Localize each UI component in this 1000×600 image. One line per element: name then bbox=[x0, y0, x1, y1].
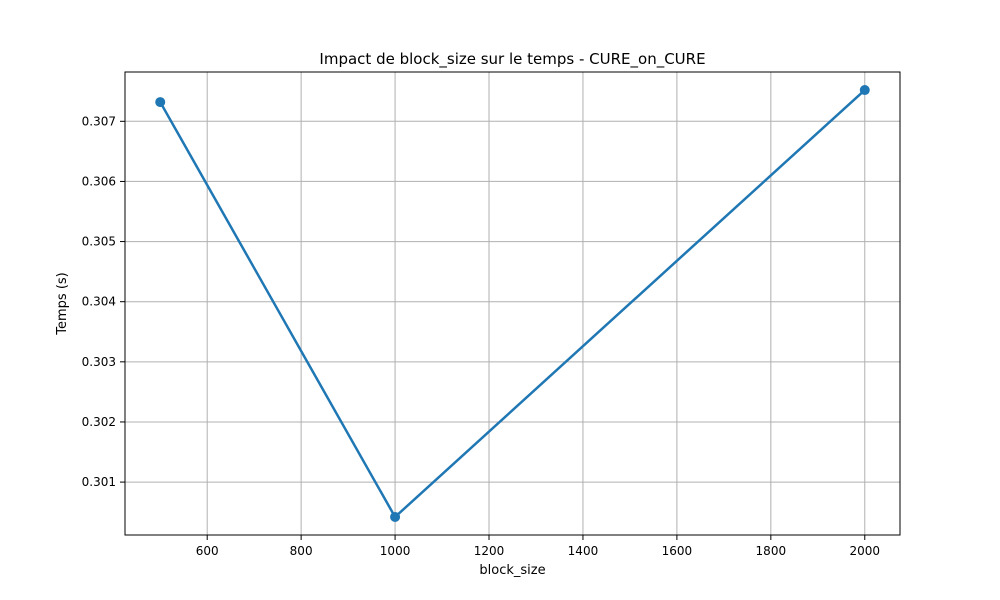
x-tick-label: 800 bbox=[290, 544, 313, 558]
y-tick-label: 0.306 bbox=[82, 174, 116, 188]
x-tick-label: 1400 bbox=[568, 544, 599, 558]
grid-lines bbox=[125, 72, 900, 535]
x-tick-label: 1800 bbox=[756, 544, 787, 558]
x-tick-label: 1200 bbox=[474, 544, 505, 558]
y-axis-label: Temps (s) bbox=[55, 272, 70, 335]
x-tick-label: 1600 bbox=[662, 544, 693, 558]
series-group bbox=[155, 85, 870, 522]
y-tick-label: 0.302 bbox=[82, 415, 116, 429]
y-tick-label: 0.304 bbox=[82, 295, 116, 309]
y-tick-label: 0.305 bbox=[82, 235, 116, 249]
data-point bbox=[390, 511, 401, 522]
x-tick-label: 2000 bbox=[849, 544, 880, 558]
data-point bbox=[859, 85, 870, 96]
x-tick-label: 600 bbox=[196, 544, 219, 558]
y-tick-label: 0.303 bbox=[82, 355, 116, 369]
data-point bbox=[155, 97, 166, 108]
axis-ticks: 600 800 1000 1200 1400 1600 1800 2000 0.301 0.302… bbox=[82, 114, 880, 558]
chart-title: Impact de block_size sur le temps - CURE… bbox=[319, 50, 705, 69]
x-axis-label: block_size bbox=[479, 563, 545, 578]
y-tick-label: 0.301 bbox=[82, 475, 116, 489]
plot-frame bbox=[124, 71, 901, 536]
x-tick-label: 1000 bbox=[380, 544, 411, 558]
y-tick-label: 0.307 bbox=[82, 114, 116, 128]
